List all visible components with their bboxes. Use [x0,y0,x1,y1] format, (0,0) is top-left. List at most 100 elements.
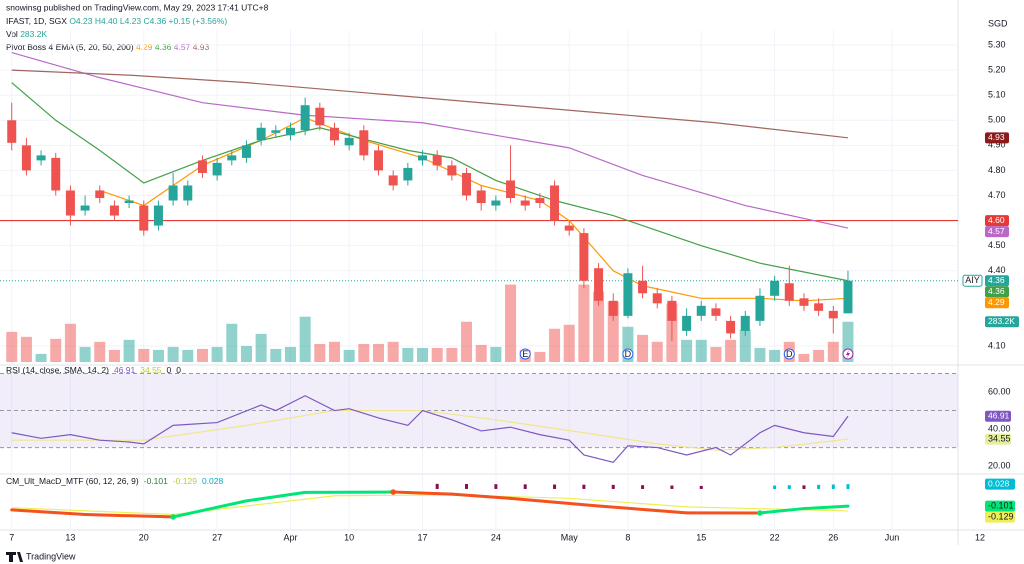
x-tick-label: 17 [418,532,428,542]
candle-body [726,320,736,334]
y-tick-label: 4.80 [988,165,1006,175]
volume-bar [79,346,91,362]
price-tag [985,215,1009,227]
x-tick-label: 22 [770,532,780,542]
candle-body [183,185,193,201]
volume-bar [431,347,443,362]
histogram-bar [817,484,821,489]
indicator-line [11,51,849,229]
y-tick-label: 4.50 [988,240,1006,250]
histogram-bar [831,484,835,489]
event-label: D [786,349,793,359]
candle-body [740,315,750,331]
x-tick-label: 12 [975,532,985,542]
y-tick-label: 5.20 [988,64,1006,74]
volume-bar [358,343,370,362]
indicator-line [11,409,849,451]
rsi-value: 0 [167,365,172,375]
volume-bar [196,348,208,362]
candle-body [329,127,339,141]
indicator-line [11,395,849,464]
y-tick-label: 4.10 [988,340,1006,350]
event-label: E [522,349,528,359]
macd-tag [985,478,1015,490]
macd-segment [597,504,689,515]
price-tag-label: 4.29 [988,297,1005,307]
candle-body [21,145,31,171]
event-icon [845,350,850,358]
price-tag [985,316,1019,328]
candle-body [770,280,780,296]
candle-body [843,280,853,314]
volume-bar [35,353,47,362]
candle-body [447,165,457,176]
candle-body [256,127,266,141]
volume-bar [534,351,546,362]
histogram-bar [611,484,615,489]
price-tag [985,132,1009,144]
candle-body [506,180,516,199]
y-tick-label: 20.00 [988,460,1011,470]
price-tag-label: 4.93 [988,132,1005,142]
indicator-line [11,69,849,139]
histogram-bar [802,485,806,489]
volume-bar [769,349,781,362]
macd-value: -0.129 [173,476,197,486]
volume-bar [64,323,76,362]
macd-tag-label: -0.129 [988,512,1014,522]
volume-bar [167,346,179,362]
volume-bar [240,345,252,362]
x-tick-label: 13 [65,532,75,542]
currency: SGD [988,18,1008,28]
candle-body [7,120,17,143]
y-tick-label: 4.70 [988,190,1006,200]
x-tick-label: 7 [9,532,14,542]
x-tick-label: 8 [625,532,630,542]
cross-dot [390,489,396,495]
ema-value: 4.29 [136,42,153,52]
candle-body [36,155,46,161]
x-tick-label: 26 [828,532,838,542]
volume-bar [314,343,326,362]
volume-bar [505,284,517,362]
volume-bar [284,346,296,362]
cross-dot [757,510,763,516]
volume-bar [108,349,120,362]
candle-body [711,308,721,316]
ema-value: 4.93 [193,42,210,52]
candle-body [638,280,648,294]
candle-body [491,200,501,206]
candle-body [696,305,706,316]
logo: TradingView [6,551,76,562]
candle-body [315,107,325,126]
candle-body [784,283,794,301]
volume-bar [637,334,649,362]
candle-body [388,175,398,186]
candle-body [80,205,90,211]
x-tick-label: 20 [139,532,149,542]
volume-value: 283.2K [20,29,47,39]
symbol-tag-label: AIY [965,275,980,285]
volume-bar [651,341,663,362]
candle-body [667,300,677,321]
ema-value: 4.57 [174,42,191,52]
volume-bar [373,343,385,362]
volume-bar [182,349,194,362]
symbol: IFAST, 1D, SGX [6,16,67,26]
candle-body [579,233,589,281]
candle-body [271,130,281,133]
volume-bar [827,341,839,362]
candle-body [432,155,442,166]
candle-body [828,310,838,319]
candle-body [285,127,295,136]
macd-value: -0.101 [144,476,168,486]
candle-body [168,185,178,201]
price-tag-label: 4.36 [988,286,1005,296]
volume-bar [50,338,62,362]
candle-body [550,185,560,221]
volume-bar [490,346,502,362]
volume-bar [152,349,164,362]
histogram-bar [553,484,557,489]
